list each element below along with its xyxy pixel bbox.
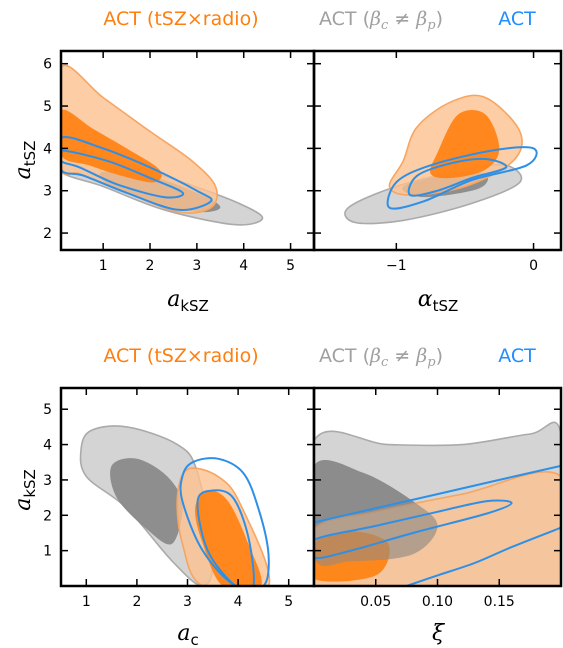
blue-outer-contour bbox=[314, 464, 561, 524]
blue-outer-contour bbox=[179, 457, 270, 586]
contour-area bbox=[61, 64, 264, 226]
panel-1-0: 1 2 3 4 5 1 2 3 4 5 bbox=[43, 386, 316, 610]
xlabel-top-right: αtSZ bbox=[418, 287, 459, 315]
xtick-label: −1 bbox=[386, 258, 407, 274]
orange-inner-contour bbox=[61, 109, 162, 183]
ytick-label: 6 bbox=[43, 57, 52, 73]
ytick-label: 3 bbox=[43, 184, 52, 200]
ytick-label: 5 bbox=[43, 402, 52, 418]
xlabel-bottom-left: ac bbox=[177, 621, 198, 648]
xtick-label: 0 bbox=[529, 258, 538, 274]
blue-inner-contour bbox=[61, 149, 185, 199]
blue-outer-contour bbox=[61, 136, 213, 211]
legend-entry-gray-2: ACT (βc ≠ βp) bbox=[319, 345, 443, 370]
xtick-label: 0.10 bbox=[422, 594, 453, 610]
ytick-label: 1 bbox=[43, 544, 52, 560]
xtick-label: 5 bbox=[286, 258, 295, 274]
legend-entry-blue: ACT bbox=[498, 8, 536, 30]
ytick-label: 5 bbox=[43, 99, 52, 115]
legend-entry-blue-2: ACT bbox=[498, 345, 536, 367]
ylabel-bottom: akSZ bbox=[11, 469, 39, 511]
blue-outer-contour bbox=[386, 146, 538, 210]
xtick-label: 1 bbox=[99, 258, 108, 274]
contour-area bbox=[79, 425, 271, 586]
xtick-label: 0.05 bbox=[360, 594, 391, 610]
ytick-label: 2 bbox=[43, 508, 52, 524]
legend-entry-gray: ACT (βc ≠ βp) bbox=[319, 8, 443, 33]
legend-entry-orange-2: ACT (tSZ×radio) bbox=[103, 345, 258, 367]
xtick-label: 0.15 bbox=[484, 594, 515, 610]
xtick-label: 4 bbox=[234, 594, 243, 610]
legend-top: ACT (tSZ×radio) ACT (βc ≠ βp) ACT bbox=[103, 8, 536, 33]
gray-inner-contour bbox=[314, 460, 438, 566]
panel-1-1: 0.05 0.10 0.15 bbox=[312, 386, 563, 610]
ytick-label: 4 bbox=[43, 141, 52, 157]
xlabel-top-left: akSZ bbox=[167, 287, 209, 315]
ytick-label: 2 bbox=[43, 226, 52, 242]
gray-inner-contour bbox=[110, 458, 183, 545]
xtick-label: 4 bbox=[239, 258, 248, 274]
ylabel-top: atSZ bbox=[11, 141, 39, 180]
blue-inner-contour bbox=[314, 499, 513, 560]
ytick-label: 3 bbox=[43, 473, 52, 489]
xlabel-bottom-right: ξ bbox=[432, 621, 446, 646]
xtick-label: 5 bbox=[284, 594, 293, 610]
contour-area bbox=[344, 94, 538, 225]
xtick-label: 1 bbox=[82, 594, 91, 610]
xtick-label: 3 bbox=[192, 258, 201, 274]
xtick-label: 2 bbox=[132, 594, 141, 610]
ytick-label: 4 bbox=[43, 438, 52, 454]
legend-entry-orange: ACT (tSZ×radio) bbox=[103, 8, 258, 30]
legend-bottom: ACT (tSZ×radio) ACT (βc ≠ βp) ACT bbox=[103, 345, 536, 370]
panel-frame bbox=[312, 49, 563, 252]
panel-0-1: −1 0 bbox=[312, 49, 563, 274]
contour-area bbox=[314, 421, 561, 586]
blue-inner-contour bbox=[407, 157, 508, 197]
axis-labels: atSZ akSZ αtSZ akSZ ac ξ bbox=[11, 141, 458, 648]
panel-0-0: 1 2 3 4 5 2 3 4 5 6 bbox=[43, 49, 316, 274]
plot-panels: 1 2 3 4 5 2 3 4 5 6 −1 0 1 2 3 4 5 1 2 3 4 5 0.05 0.10 0.15 bbox=[43, 49, 563, 610]
xtick-label: 2 bbox=[146, 258, 155, 274]
blue-lower-contour bbox=[406, 526, 561, 586]
xtick-label: 3 bbox=[183, 594, 192, 610]
blue-inner-contour bbox=[196, 489, 255, 586]
